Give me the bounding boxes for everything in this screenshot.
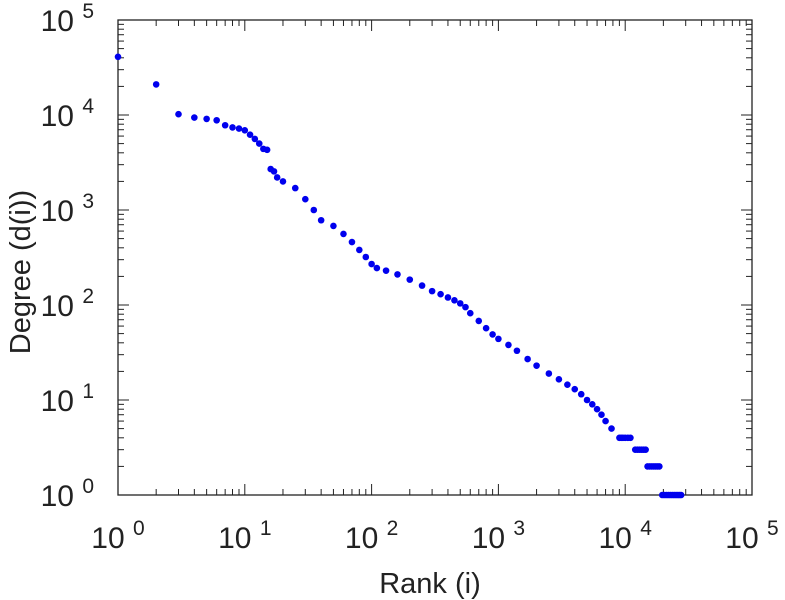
data-point [406, 276, 414, 283]
x-tick-label: 10 1 [218, 517, 271, 555]
x-tick-label: 10 2 [345, 517, 398, 555]
data-point [221, 121, 229, 129]
y-tick-label: 10 3 [41, 190, 94, 228]
data-point [191, 114, 198, 121]
data-point [583, 396, 591, 404]
data-point [444, 294, 452, 301]
data-point [462, 303, 469, 311]
data-point [437, 290, 444, 298]
data-point [456, 300, 464, 307]
major-ticks [117, 19, 753, 496]
data-point [235, 125, 243, 132]
data-point [602, 417, 609, 425]
y-tick-label: 10 1 [41, 380, 94, 418]
y-tick-label: 10 0 [41, 475, 94, 513]
data-point [588, 401, 596, 408]
data-point [598, 411, 605, 419]
data-point [571, 385, 579, 393]
data-point [340, 230, 347, 238]
plot-frame [117, 19, 753, 496]
data-point [270, 168, 278, 175]
data-point [213, 116, 220, 124]
data-point [251, 135, 259, 143]
data-point [524, 355, 531, 363]
data-point [495, 335, 502, 343]
data-point [593, 405, 601, 413]
data-point [545, 370, 553, 377]
data-point [677, 491, 685, 499]
data-point [564, 381, 571, 388]
x-tick-label: 10 3 [472, 517, 525, 555]
x-tick-label: 10 0 [91, 517, 144, 555]
data-point [505, 341, 512, 349]
y-tick-label: 10 2 [41, 285, 94, 323]
data-point [291, 184, 299, 192]
data-point [203, 115, 210, 123]
data-point [466, 309, 474, 317]
data-point [489, 331, 496, 338]
data-point [273, 174, 281, 181]
y-axis-title: Degree (d(i)) [5, 190, 37, 354]
data-point [175, 110, 182, 118]
data-point [418, 282, 426, 289]
data-point [310, 206, 318, 214]
data-point [382, 267, 390, 274]
y-tick-label: 10 4 [41, 95, 95, 133]
data-point [373, 264, 381, 272]
x-axis-title: Rank (i) [379, 568, 481, 600]
data-point [362, 253, 370, 261]
data-point [608, 425, 615, 432]
minor-ticks [118, 20, 752, 495]
y-tick-labels: 10 0 10 1 10 2 10 3 10 4 10 5 [41, 0, 95, 513]
data-point [642, 446, 649, 453]
data-point [428, 287, 436, 295]
data-point [356, 246, 363, 254]
data-point [348, 238, 356, 246]
y-tick-label: 10 5 [41, 0, 94, 38]
data-point [241, 127, 249, 134]
data-point [255, 140, 263, 147]
data-point [577, 390, 585, 398]
data-point [152, 81, 160, 88]
data-points [114, 53, 685, 499]
data-point [368, 260, 375, 268]
data-point [555, 376, 563, 383]
data-point [114, 53, 122, 61]
data-point [656, 463, 663, 470]
data-point [229, 124, 236, 131]
x-tick-label: 10 5 [725, 517, 778, 555]
data-point [246, 131, 254, 139]
data-point [533, 362, 540, 369]
data-point [263, 146, 271, 154]
data-point [475, 317, 483, 325]
data-point [317, 216, 325, 224]
data-point [627, 434, 634, 442]
x-tick-labels: 10 0 10 1 10 2 10 3 10 4 10 5 [91, 517, 778, 555]
data-point [302, 195, 309, 203]
data-point [482, 324, 490, 332]
data-point [279, 178, 287, 185]
data-point [451, 297, 458, 304]
data-point [513, 347, 521, 355]
x-tick-label: 10 4 [598, 517, 652, 555]
data-point [394, 271, 401, 278]
data-point [330, 222, 337, 230]
